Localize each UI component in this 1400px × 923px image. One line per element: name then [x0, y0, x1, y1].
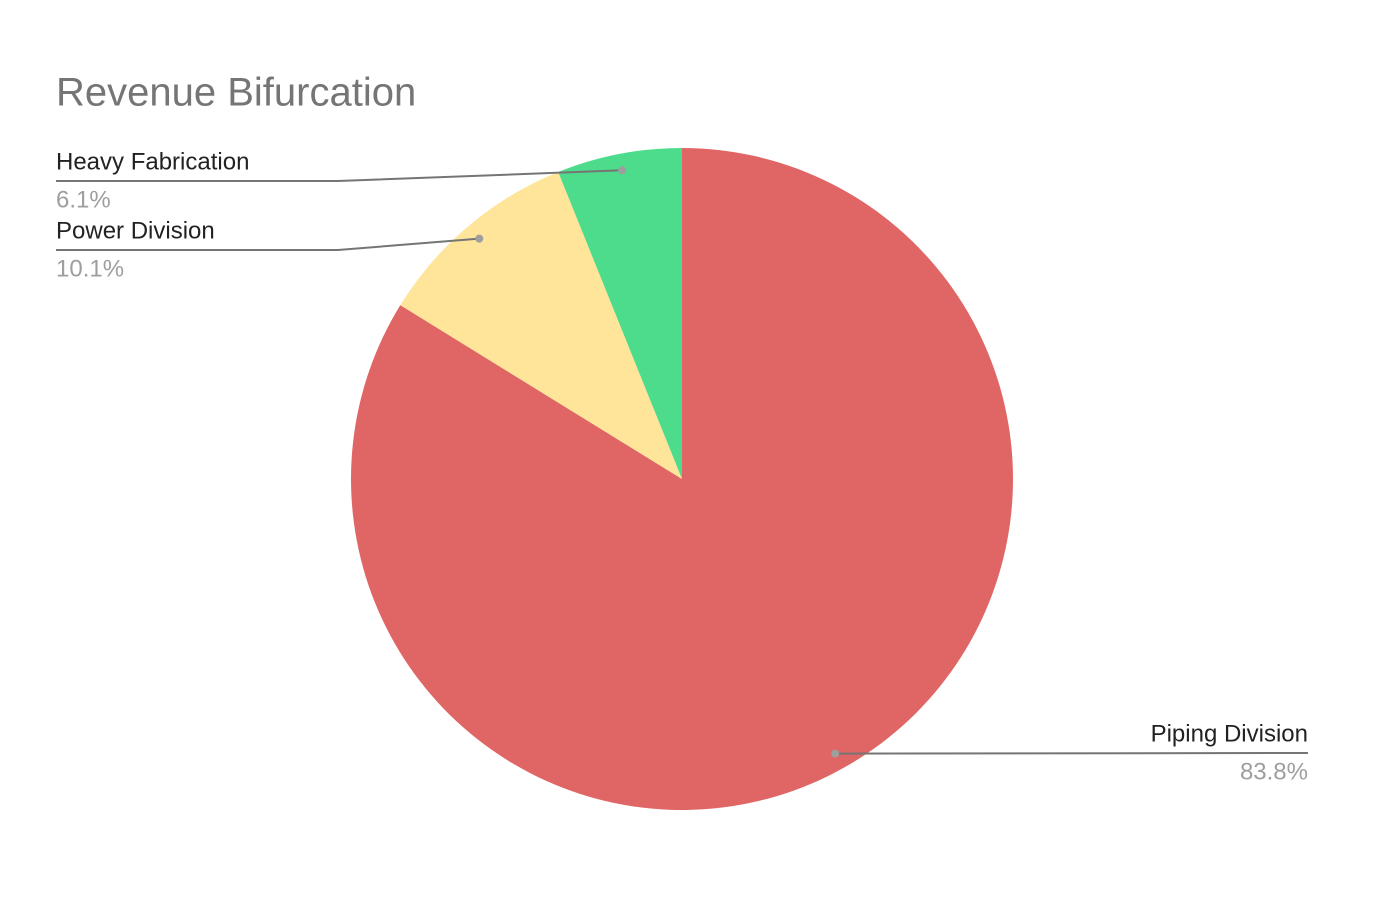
pie-slice	[350, 148, 1013, 811]
leader-dot	[475, 234, 484, 243]
pie-slice	[400, 172, 682, 479]
slice-value-label: 83.8%	[1240, 758, 1308, 785]
slice-label: Piping Division	[1151, 720, 1308, 747]
slice-label: Power Division	[56, 217, 215, 244]
slice-label: Heavy Fabrication	[56, 148, 249, 175]
leader-line	[56, 169, 623, 182]
slice-value-label: 6.1%	[56, 186, 111, 213]
pie-slice	[558, 148, 682, 479]
leader-line	[835, 752, 1309, 755]
leader-line	[56, 237, 480, 251]
leader-dot	[831, 749, 840, 758]
chart-title: Revenue Bifurcation	[56, 71, 416, 115]
leader-dot	[618, 166, 627, 175]
slice-value-label: 10.1%	[56, 255, 124, 282]
